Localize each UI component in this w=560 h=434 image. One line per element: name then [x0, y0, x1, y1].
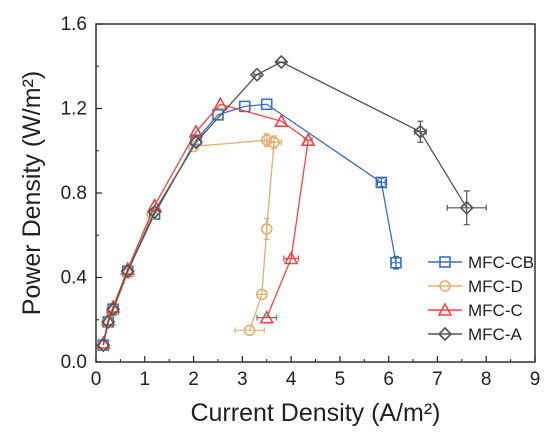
- data-point: [147, 204, 162, 220]
- x-tick-label: 9: [530, 369, 541, 390]
- data-point: [256, 288, 268, 301]
- y-tick-label: 1.2: [61, 99, 87, 120]
- data-point: [147, 198, 162, 212]
- legend-label: MFC-CB: [468, 253, 534, 272]
- data-point: [249, 67, 265, 82]
- legend-item: MFC-CB: [428, 253, 534, 272]
- data-point: [300, 132, 316, 146]
- legend-label: MFC-C: [468, 301, 523, 320]
- x-tick-label: 8: [481, 369, 492, 390]
- legend: MFC-CB MFC-D MFC-C MFC-A: [428, 253, 534, 344]
- legend-marker: [439, 256, 451, 268]
- legend-marker: [437, 302, 453, 316]
- plot-area: 0 1 2 3 4 5 6 7 8 9 0.0 0.4 0.8 1.2 1.6: [61, 14, 541, 390]
- x-tick-label: 7: [432, 369, 443, 390]
- data-point: [390, 256, 402, 269]
- legend-marker: [437, 326, 453, 342]
- data-point: [260, 98, 273, 111]
- series-line: [102, 139, 275, 346]
- data-point: [274, 54, 289, 70]
- legend-marker: [439, 280, 451, 292]
- data-point: [413, 124, 428, 139]
- series-mfc-cb: [97, 98, 402, 351]
- data-point: [213, 96, 228, 111]
- data-point: [96, 337, 111, 353]
- data-point: [105, 302, 121, 317]
- data-point: [375, 176, 388, 189]
- x-axis-title: Current Density (A/m²): [190, 399, 440, 427]
- data-point: [101, 314, 116, 329]
- x-tick-label: 6: [383, 369, 394, 390]
- data-point: [120, 264, 135, 279]
- data-point: [274, 113, 289, 127]
- y-tick-label: 0.8: [61, 183, 87, 204]
- data-point: [259, 309, 275, 324]
- legend-item: MFC-A: [428, 325, 522, 344]
- y-axis-title: Power Density (W/m²): [18, 71, 46, 315]
- series-line: [102, 61, 468, 346]
- legend-label: MFC-D: [468, 277, 523, 296]
- y-tick-label: 0.4: [61, 268, 88, 289]
- legend-label: MFC-A: [468, 325, 522, 344]
- data-point: [260, 134, 273, 146]
- series-line: [102, 103, 309, 344]
- x-tick-label: 3: [237, 369, 248, 390]
- data-point: [283, 250, 299, 265]
- y-tick-label: 1.6: [61, 14, 87, 35]
- series-mfc-a: [96, 54, 487, 353]
- legend-item: MFC-C: [428, 301, 523, 320]
- x-tick-label: 1: [139, 369, 150, 390]
- x-tick-label: 5: [335, 369, 346, 390]
- y-tick-label: 0.0: [61, 352, 87, 373]
- data-point: [188, 135, 204, 150]
- data-point: [459, 200, 474, 215]
- data-point: [243, 324, 256, 337]
- x-tick-label: 4: [286, 369, 297, 390]
- series-mfc-d: [97, 133, 282, 351]
- x-tick-label: 2: [188, 369, 199, 390]
- data-point: [260, 223, 273, 235]
- x-tick-label: 0: [91, 369, 102, 390]
- legend-item: MFC-D: [428, 277, 523, 296]
- series-layer: [95, 54, 487, 353]
- series-mfc-c: [95, 96, 316, 349]
